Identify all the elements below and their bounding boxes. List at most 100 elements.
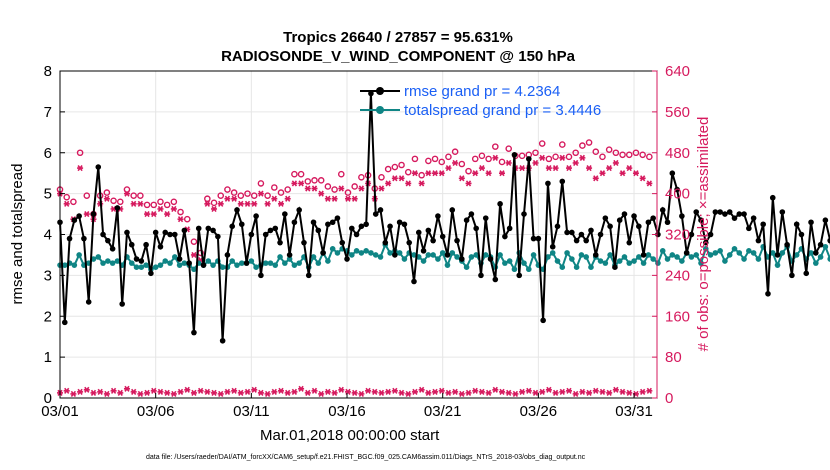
obs-assimilated-marker — [137, 200, 144, 207]
obs-assimilated-marker — [311, 185, 318, 192]
rmse-point — [119, 301, 125, 307]
asterisk-stroke — [472, 387, 478, 394]
rmse-point — [540, 317, 546, 324]
asterisk-stroke — [131, 200, 137, 207]
obs-possible-marker — [170, 198, 178, 206]
spread-point — [636, 254, 642, 260]
asterisk-stroke — [157, 205, 164, 213]
asterisk-stroke — [566, 164, 572, 172]
obs-possible-marker — [619, 151, 626, 159]
spread-point — [722, 258, 728, 264]
asterisk-stroke — [405, 180, 411, 187]
obs-possible-marker — [110, 197, 117, 205]
asterisk-stroke — [559, 388, 565, 395]
spread-point — [726, 252, 733, 258]
asterisk-stroke — [77, 164, 83, 172]
obs-assimilated-marker — [626, 389, 633, 396]
spread-point — [621, 254, 628, 260]
spread-point — [100, 260, 106, 266]
asterisk-stroke — [338, 386, 344, 393]
asterisk-stroke — [552, 389, 559, 396]
obs-possible-marker — [190, 238, 198, 245]
rmse-point — [114, 205, 121, 211]
asterisk-stroke — [305, 185, 311, 192]
asterisk-stroke — [445, 389, 452, 396]
spread-point — [430, 252, 436, 258]
rmse-point — [569, 229, 575, 236]
obs-assimilated-marker — [465, 389, 472, 396]
spread-point — [310, 254, 317, 260]
rmse-point — [286, 252, 293, 258]
asterisk-stroke — [177, 388, 184, 395]
asterisk-stroke — [191, 251, 197, 259]
spread-point — [95, 254, 102, 260]
obs-assimilated-marker — [626, 164, 633, 172]
spread-point — [712, 250, 719, 256]
obs-assimilated-marker — [324, 195, 331, 202]
obs-possible-marker — [103, 189, 111, 196]
asterisk-stroke — [244, 388, 251, 395]
legend-spread-label: totalspread grand pr = 3.4446 — [404, 102, 601, 119]
rmse-point — [353, 231, 360, 238]
obs-assimilated-marker — [385, 180, 392, 187]
obs-possible-marker — [445, 153, 452, 161]
obs-assimilated-marker — [472, 170, 479, 177]
obs-possible-marker — [579, 142, 586, 149]
obs-assimilated-marker — [639, 175, 646, 182]
spread-point — [707, 252, 714, 258]
obs-assimilated-marker — [458, 175, 465, 182]
spread-point — [755, 256, 762, 262]
spread-point — [578, 252, 585, 258]
rmse-point — [746, 225, 752, 232]
spread-point — [425, 252, 432, 258]
spread-point — [530, 252, 537, 258]
spread-point — [549, 250, 556, 256]
rmse-point — [320, 250, 326, 256]
rmse-point — [530, 235, 537, 242]
obs-assimilated-marker — [251, 386, 258, 393]
obs-assimilated-marker — [398, 389, 405, 396]
obs-assimilated-marker — [137, 390, 144, 398]
rmse-point — [444, 252, 451, 258]
rmse-point — [133, 256, 140, 262]
spread-point — [363, 248, 369, 254]
rmse-point — [315, 227, 322, 234]
asterisk-stroke — [64, 200, 70, 207]
asterisk-stroke — [177, 216, 184, 223]
rmse-point — [621, 211, 628, 217]
spread-point — [693, 252, 700, 258]
obs-assimilated-marker — [298, 385, 305, 392]
rmse-point — [793, 221, 800, 228]
obs-assimilated-marker — [646, 180, 653, 187]
obs-assimilated-marker — [351, 195, 358, 202]
obs-possible-marker — [391, 163, 399, 171]
obs-assimilated-marker — [532, 389, 539, 396]
spread-point — [731, 246, 738, 252]
rmse-point — [392, 252, 398, 258]
asterisk-stroke — [479, 164, 485, 172]
asterisk-stroke — [532, 159, 539, 167]
spread-point — [353, 248, 360, 254]
obs-assimilated-marker — [170, 390, 177, 398]
obs-possible-marker — [291, 170, 298, 178]
rmse-point — [506, 225, 513, 232]
obs-assimilated-marker — [472, 387, 479, 394]
spread-point — [128, 260, 135, 266]
spread-point — [191, 266, 197, 273]
spread-point — [420, 258, 427, 264]
asterisk-stroke — [459, 390, 465, 398]
spread-point — [133, 264, 140, 271]
rmse-point — [487, 256, 494, 262]
rmse-point — [425, 227, 432, 234]
spread-point — [583, 254, 590, 260]
obs-assimilated-marker — [224, 195, 231, 202]
spread-point — [473, 252, 479, 258]
obs-assimilated-marker — [606, 389, 613, 396]
rmse-point — [774, 252, 781, 258]
spread-point — [808, 250, 814, 256]
rmse-point — [712, 209, 719, 215]
rmse-point — [219, 337, 226, 344]
x-tick-label: 03/16 — [328, 403, 366, 420]
y-tick-label-left: 0 — [44, 390, 52, 407]
rmse-point — [262, 231, 269, 238]
